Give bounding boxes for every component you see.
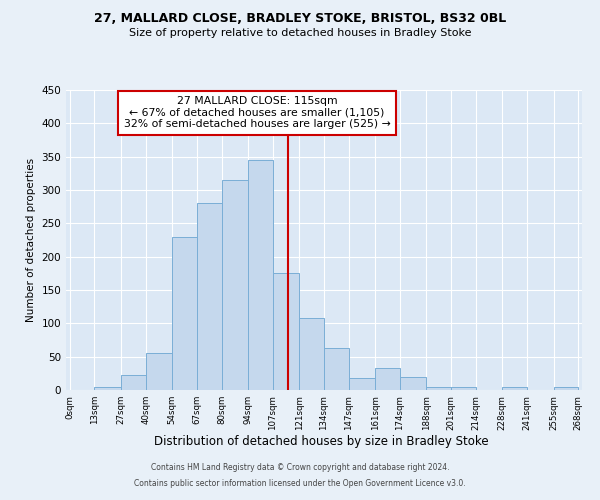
Text: Contains public sector information licensed under the Open Government Licence v3: Contains public sector information licen…: [134, 478, 466, 488]
Bar: [554, 386, 578, 390]
Text: Distribution of detached houses by size in Bradley Stoke: Distribution of detached houses by size …: [154, 435, 488, 448]
Bar: [146, 354, 172, 390]
Text: Contains HM Land Registry data © Crown copyright and database right 2024.: Contains HM Land Registry data © Crown c…: [151, 464, 449, 472]
Bar: [221, 180, 248, 390]
Bar: [172, 236, 197, 390]
Bar: [451, 386, 476, 390]
Bar: [248, 160, 273, 390]
Bar: [375, 368, 400, 390]
Bar: [502, 386, 527, 390]
Text: 27 MALLARD CLOSE: 115sqm
← 67% of detached houses are smaller (1,105)
32% of sem: 27 MALLARD CLOSE: 115sqm ← 67% of detach…: [124, 96, 390, 129]
Bar: [324, 348, 349, 390]
Bar: [400, 378, 427, 390]
Bar: [197, 204, 221, 390]
Bar: [427, 386, 451, 390]
Bar: [273, 274, 299, 390]
Y-axis label: Number of detached properties: Number of detached properties: [26, 158, 36, 322]
Text: 27, MALLARD CLOSE, BRADLEY STOKE, BRISTOL, BS32 0BL: 27, MALLARD CLOSE, BRADLEY STOKE, BRISTO…: [94, 12, 506, 26]
Bar: [121, 376, 146, 390]
Bar: [94, 386, 121, 390]
Text: Size of property relative to detached houses in Bradley Stoke: Size of property relative to detached ho…: [129, 28, 471, 38]
Bar: [349, 378, 375, 390]
Bar: [299, 318, 324, 390]
